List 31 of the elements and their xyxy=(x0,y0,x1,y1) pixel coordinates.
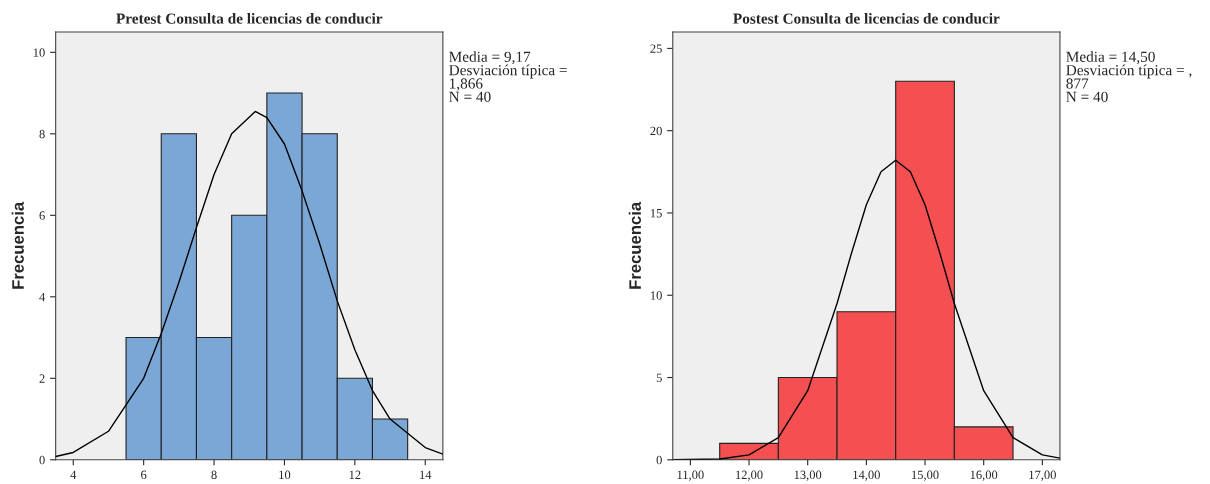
y-tick-label: 2 xyxy=(39,374,45,383)
chart-title: Pretest Consulta de licencias de conducir xyxy=(116,13,383,24)
y-axis-title: Frecuencia xyxy=(11,201,24,289)
y-tick-label: 20 xyxy=(650,126,662,136)
x-tick-label: 13,00 xyxy=(794,470,822,481)
y-tick-label: 10 xyxy=(650,291,662,300)
y-tick-label: 5 xyxy=(656,373,662,382)
x-tick-label: 12 xyxy=(349,470,361,479)
x-tick-label: 15,00 xyxy=(912,470,939,481)
x-tick-label: 12,00 xyxy=(736,470,763,481)
x-tick-label: 10 xyxy=(279,470,291,480)
y-tick-label: 6 xyxy=(39,211,45,220)
x-tick-label: 8 xyxy=(211,470,217,480)
x-tick-label: 14 xyxy=(420,470,432,479)
y-tick-label: 0 xyxy=(656,455,662,465)
y-tick-label: 25 xyxy=(650,44,662,53)
y-tick-label: 4 xyxy=(39,292,46,302)
y-tick-label: 10 xyxy=(33,48,45,57)
chart-title: Postest Consulta de licencias de conducir xyxy=(733,13,1000,24)
y-tick-label: 0 xyxy=(39,455,45,465)
x-tick-label: 17,00 xyxy=(1029,470,1056,481)
y-tick-label: 15 xyxy=(650,209,662,218)
y-tick-label: 8 xyxy=(39,129,45,139)
x-tick-label: 4 xyxy=(70,470,77,479)
x-tick-label: 14,00 xyxy=(853,470,880,481)
x-tick-label: 11,00 xyxy=(677,470,704,481)
x-tick-label: 6 xyxy=(141,470,147,480)
text: Media = 9,17 Desviación típica = 1,866 N = 40 xyxy=(449,51,567,102)
y-axis-title: Frecuencia xyxy=(628,201,641,289)
text: Media = 14,50 Desviación típica = , 877 N = 40 xyxy=(1066,51,1192,102)
x-tick-label: 16,00 xyxy=(970,470,998,481)
